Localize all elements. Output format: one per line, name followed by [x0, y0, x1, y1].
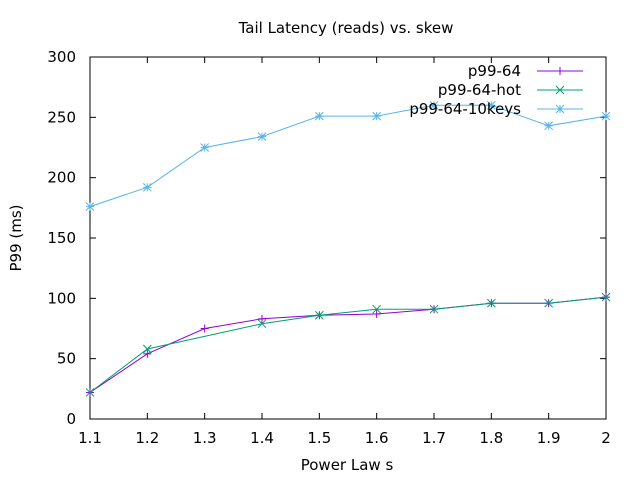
chart-title: Tail Latency (reads) vs. skew	[238, 19, 454, 37]
data-point-p99-64-hot	[142, 344, 152, 354]
x-tick-label: 1.1	[78, 429, 102, 447]
data-point-p99-64-10keys	[257, 132, 267, 141]
x-tick-label: 1.9	[537, 429, 561, 447]
x-tick-label: 2	[601, 429, 611, 447]
data-point-p99-64-hot	[429, 304, 439, 314]
data-point-p99-64	[372, 310, 381, 319]
y-tick-label: 200	[47, 169, 76, 187]
legend-label: p99-64-hot	[438, 81, 521, 99]
x-tick-label: 1.5	[307, 429, 331, 447]
x-tick-label: 1.8	[479, 429, 503, 447]
data-point-p99-64	[258, 314, 266, 323]
data-point-p99-64-hot	[85, 388, 95, 397]
data-point-p99-64-10keys	[142, 182, 152, 192]
y-tick-label: 0	[66, 410, 76, 428]
legend-marker	[555, 85, 565, 95]
data-point-p99-64-hot	[372, 304, 382, 314]
series-group	[85, 100, 611, 397]
data-point-p99-64-10keys	[200, 143, 210, 152]
y-tick-label: 50	[57, 350, 76, 368]
data-point-p99-64-10keys	[601, 111, 611, 121]
legend-label: p99-64-10keys	[409, 100, 521, 118]
axis-ticks: 0 50 100 150 200 250 300 1.1 1.2 1.3 1.4 1.5 1.6 1.7 1…	[47, 48, 610, 447]
data-point-p99-64-10keys	[429, 100, 439, 110]
data-point-p99-64-10keys	[486, 100, 496, 110]
y-tick-label: 250	[47, 108, 76, 126]
y-tick-label: 150	[47, 229, 76, 247]
data-point-p99-64-hot	[486, 298, 496, 308]
x-axis-label: Power Law s	[301, 456, 394, 474]
legend-label: p99-64	[468, 62, 521, 80]
legend-marker	[556, 67, 564, 75]
x-tick-label: 1.6	[365, 429, 389, 447]
x-tick-label: 1.3	[193, 429, 217, 447]
data-point-p99-64-hot	[257, 319, 267, 329]
data-point-p99-64	[143, 349, 152, 358]
data-point-p99-64-hot	[314, 310, 324, 320]
plot-frame	[89, 56, 607, 420]
x-tick-label: 1.2	[135, 429, 159, 447]
data-point-p99-64-hot	[544, 298, 554, 308]
data-point-p99-64-hot	[601, 292, 611, 302]
series-line-p99-64-10keys	[89, 104, 607, 208]
y-tick-label: 300	[47, 48, 76, 66]
x-tick-label: 1.4	[250, 429, 274, 447]
y-axis-label: P99 (ms)	[7, 204, 25, 271]
data-point-p99-64-10keys	[85, 202, 95, 211]
series-line-p99-64-hot	[89, 296, 607, 393]
x-tick-label: 1.7	[422, 429, 446, 447]
data-point-p99-64-10keys	[372, 111, 382, 121]
legend-marker	[555, 104, 565, 114]
y-tick-label: 100	[47, 289, 76, 307]
data-point-p99-64	[200, 324, 209, 333]
data-point-p99-64-10keys	[544, 121, 554, 131]
data-point-p99-64-10keys	[314, 111, 324, 121]
